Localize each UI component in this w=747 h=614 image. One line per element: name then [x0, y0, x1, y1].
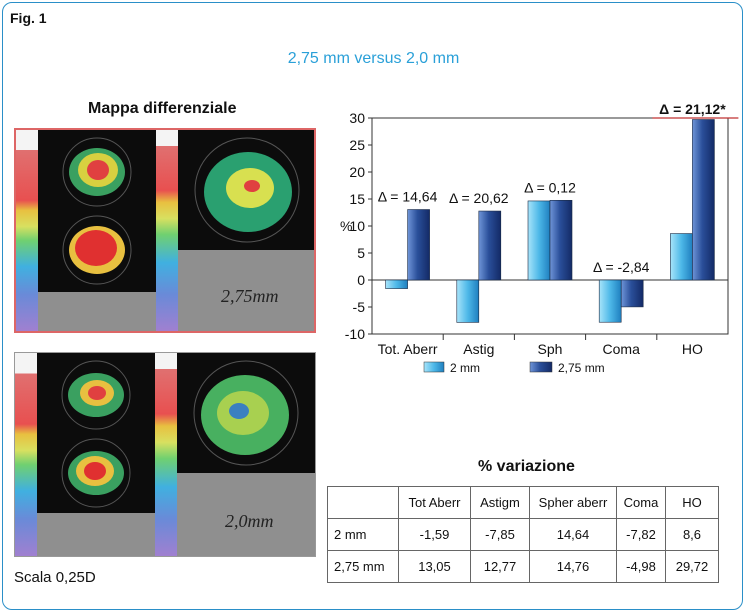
scale-label: Scala 0,25D [14, 569, 96, 586]
y-tick-label: 10 [349, 218, 365, 234]
table-cell: -4,98 [616, 550, 666, 583]
table-row: 2 mm -1,59 -7,85 14,64 -7,82 8,6 [327, 518, 719, 551]
figure-label: Fig. 1 [10, 10, 47, 26]
figure-title: 2,75 mm versus 2,0 mm [287, 50, 460, 67]
legend-swatch-275mm [529, 361, 553, 373]
y-tick-label: -10 [345, 326, 365, 342]
map-upper-views [38, 130, 156, 290]
y-tick-label: 15 [349, 191, 365, 207]
bar-275mm [407, 209, 430, 281]
delta-annotation: Δ = 20,62 [449, 190, 509, 206]
bar-275mm [549, 199, 573, 281]
bar-2mm [456, 279, 480, 323]
table-header-cell: Coma [616, 486, 666, 519]
legend-label-2mm: 2 mm [450, 361, 480, 375]
aberration-bar-chart: -10 -5 0 5 10 15 20 25 30% Tot. Aberr Astig Sph Coma… [340, 101, 739, 375]
bar-275mm [478, 210, 502, 281]
table-header-cell [327, 486, 399, 519]
x-tick-label: Astig [463, 341, 494, 357]
color-scale-right [155, 353, 177, 556]
x-tick-label: Tot. Aberr [378, 341, 438, 357]
table-cell: -7,85 [470, 518, 530, 551]
x-tick-label: HO [682, 341, 703, 357]
corneal-map-small [61, 360, 131, 508]
bar-275mm [692, 119, 715, 281]
table-header-cell: Spher aberr [529, 486, 617, 519]
delta-annotation: Δ = 14,64 [378, 189, 438, 205]
table-cell: 14,64 [529, 518, 617, 551]
delta-annotation: Δ = 0,12 [524, 179, 576, 195]
table-header-row: Tot Aberr Astigm Spher aberr Coma HO [327, 486, 719, 519]
y-tick-label: 5 [357, 245, 365, 261]
x-tick-label: Coma [603, 341, 641, 357]
y-tick-label: 25 [349, 137, 365, 153]
bar-2mm [385, 279, 408, 289]
legend-label-275mm: 2,75 mm [558, 361, 605, 375]
map-upper-views [37, 353, 155, 513]
corneal-map-large [194, 137, 300, 243]
table-cell: 14,76 [529, 550, 617, 583]
topography-map-275mm: 2,75mm [14, 128, 316, 333]
y-tick-label: 20 [349, 164, 365, 180]
corneal-map-small [62, 137, 132, 285]
table-header-cell: HO [665, 486, 719, 519]
table-row-label: 2,75 mm [327, 550, 399, 583]
corneal-map-large [193, 360, 299, 466]
y-tick-label: 0 [357, 272, 365, 288]
table-cell: -7,82 [616, 518, 666, 551]
y-tick-label: -5 [353, 299, 366, 315]
map-section-title: Mappa differenziale [88, 100, 237, 117]
bar-275mm [620, 279, 644, 308]
table-row-label: 2 mm [327, 518, 399, 551]
variation-table-title: % variazione [478, 458, 575, 475]
table-cell: 12,77 [470, 550, 530, 583]
color-scale-left [16, 130, 38, 331]
table-cell: 13,05 [398, 550, 471, 583]
legend-swatch-2mm [423, 361, 445, 373]
table-header-cell: Tot Aberr [398, 486, 471, 519]
color-scale-right [156, 130, 178, 331]
map-20-label: 2,0mm [225, 511, 274, 531]
table-row: 2,75 mm 13,05 12,77 14,76 -4,98 29,72 [327, 550, 719, 583]
delta-annotation: Δ = -2,84 [593, 259, 650, 275]
table-header-cell: Astigm [470, 486, 530, 519]
map-large-view [177, 353, 315, 473]
bar-2mm [527, 200, 551, 281]
y-tick-label: 30 [349, 110, 365, 126]
bar-2mm [670, 233, 693, 281]
table-cell: -1,59 [398, 518, 471, 551]
map-large-view [178, 130, 314, 250]
map-275-label: 2,75mm [221, 286, 279, 306]
delta-annotation: Δ = 21,12* [659, 101, 726, 117]
color-scale-left [15, 353, 37, 556]
variation-table: Tot Aberr Astigm Spher aberr Coma HO 2 m… [327, 486, 719, 583]
x-tick-label: Sph [538, 341, 563, 357]
topography-map-20mm: 2,0mm [14, 352, 316, 557]
bar-2mm [598, 279, 622, 323]
table-cell: 8,6 [665, 518, 719, 551]
table-cell: 29,72 [665, 550, 719, 583]
y-axis-label: % [340, 218, 352, 234]
